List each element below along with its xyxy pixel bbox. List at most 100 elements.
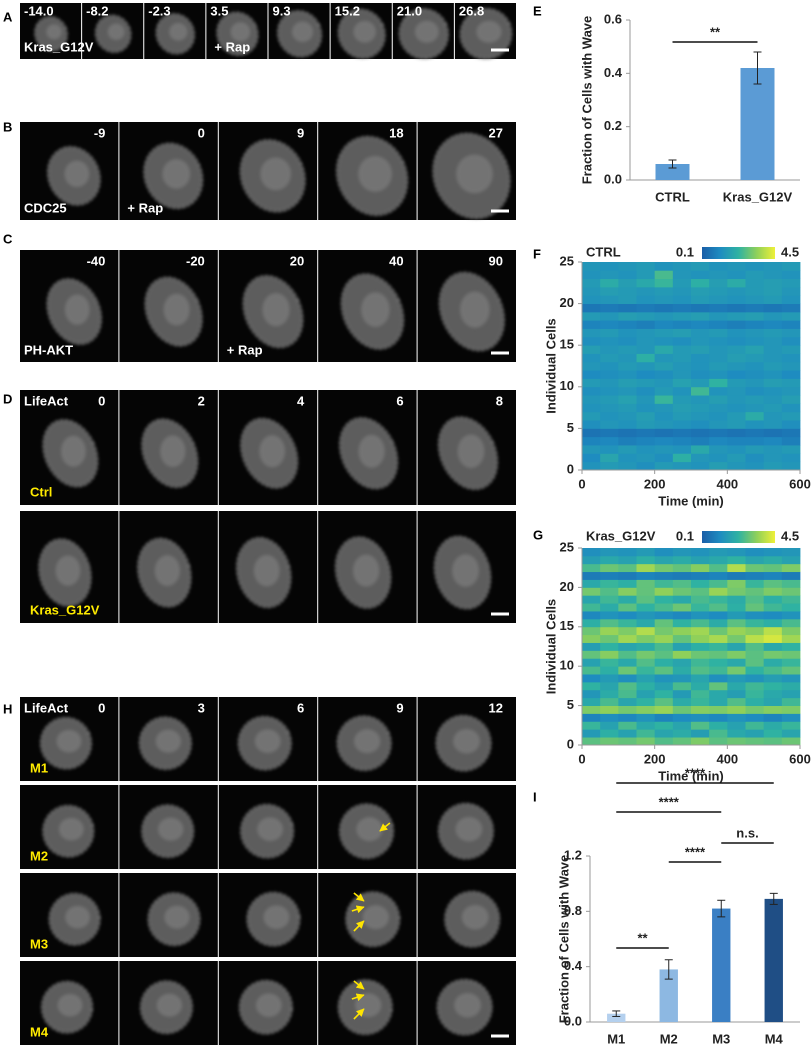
heatmap-cell	[636, 278, 656, 288]
heatmap-cell	[636, 295, 656, 304]
heatmap-cell	[582, 370, 601, 379]
heatmap-cell	[709, 445, 728, 454]
image-row: -40 -20 20 40 90 PH-AKT + Rap	[20, 250, 516, 362]
heatmap-cell	[691, 420, 710, 429]
heatmap-cell	[727, 618, 746, 628]
heatmap-cell	[781, 721, 801, 730]
heatmap-cell	[582, 445, 601, 454]
heatmap-cell	[709, 461, 728, 471]
heatmap-cell	[709, 411, 728, 421]
heatmap-cell	[727, 286, 746, 296]
heatmap-cell	[745, 378, 765, 388]
cell-core	[358, 434, 385, 468]
heatmap-cell	[582, 353, 601, 363]
heatmap-cell	[781, 618, 801, 628]
heatmap-cell	[582, 674, 601, 683]
cell-edge	[38, 538, 92, 607]
cell-edge	[277, 10, 322, 57]
heatmap-cell	[672, 328, 692, 338]
heatmap-cell	[781, 650, 801, 659]
heatmap-cell	[781, 674, 801, 683]
heatmap-cell	[691, 411, 710, 421]
heatmap-cell	[745, 311, 765, 321]
heatmap-cell	[672, 697, 692, 706]
heatmap-cell	[763, 618, 783, 628]
heatmap-cell	[672, 603, 692, 612]
y-tick-label: 20	[560, 579, 574, 594]
heatmap-cell	[654, 603, 674, 612]
heatmap-cell	[691, 311, 710, 321]
heatmap-cell	[691, 370, 710, 379]
heatmap-cell	[582, 571, 601, 580]
heatmap-cell	[709, 320, 728, 329]
heatmap-cell	[745, 420, 765, 429]
cell-edge	[438, 803, 494, 859]
heatmap-cell	[745, 436, 765, 446]
y-tick-label: 20	[560, 295, 574, 310]
heatmap-cell	[582, 461, 601, 471]
heatmap-cell	[727, 461, 746, 471]
heatmap-cell	[618, 634, 637, 643]
heatmap-cell	[618, 278, 637, 288]
heatmap-cell	[709, 428, 728, 438]
time-label: 15.2	[335, 3, 360, 18]
x-tick-label: 0	[578, 476, 585, 491]
heatmap-cell	[709, 666, 728, 675]
bar	[764, 898, 783, 1022]
heatmap-cell	[654, 353, 674, 363]
heatmap-cell	[745, 270, 765, 280]
heatmap-cell	[709, 403, 728, 413]
heatmap-cell	[691, 697, 710, 706]
heatmap-cell	[600, 336, 619, 346]
heatmap-cell	[691, 626, 710, 636]
heatmap-cell	[654, 428, 674, 438]
significance-label: ****	[685, 844, 706, 859]
heatmap-cell	[654, 713, 674, 722]
cell-edge	[95, 15, 131, 53]
cell-core	[64, 160, 90, 188]
heatmap-cell	[727, 453, 746, 463]
cell-core	[55, 555, 81, 586]
cell-core	[254, 729, 281, 753]
heatmap-cell	[654, 650, 674, 659]
cell-core	[362, 905, 389, 930]
cell-core	[260, 157, 292, 191]
heatmap-cell	[636, 697, 656, 706]
heatmap-cell	[727, 713, 746, 722]
cell-edge	[49, 893, 101, 945]
cell-core	[255, 993, 282, 1017]
heatmap-cell	[745, 386, 765, 396]
heatmap-cell	[654, 595, 674, 604]
y-axis-label: Fraction of Cells with Wave	[579, 16, 594, 185]
heatmap-cell	[727, 681, 746, 691]
cell-edge	[46, 278, 102, 345]
heatmap-cell	[709, 303, 728, 313]
cell-core	[158, 817, 184, 841]
heatmap-cell	[636, 666, 656, 675]
heatmap-cell	[582, 262, 601, 271]
heatmap-cell	[582, 345, 601, 354]
heatmap-cell	[781, 658, 801, 667]
heatmap-cell	[781, 634, 801, 643]
heatmap-cell	[763, 445, 783, 454]
time-label: -14.0	[24, 3, 54, 18]
cell-edge	[34, 16, 68, 51]
image-row: Kras_G12V	[20, 511, 516, 623]
heatmap-cell	[600, 697, 619, 706]
heatmap-cell	[600, 303, 619, 313]
heatmap-cell	[745, 666, 765, 675]
heatmap-cell	[763, 658, 783, 667]
heatmap-cell	[654, 674, 674, 683]
heatmap-cell	[636, 681, 656, 691]
cell-core	[263, 905, 290, 929]
heatmap-cell	[582, 689, 601, 699]
heatmap-cell	[709, 658, 728, 667]
heatmap-cell	[600, 436, 619, 446]
bar	[655, 164, 690, 180]
y-tick-label: 0	[567, 736, 574, 751]
heatmap-cell	[654, 411, 674, 421]
heatmap-cell	[654, 420, 674, 429]
heatmap-cell	[745, 674, 765, 683]
heatmap-cell	[618, 378, 637, 388]
heatmap-cell	[781, 626, 801, 636]
